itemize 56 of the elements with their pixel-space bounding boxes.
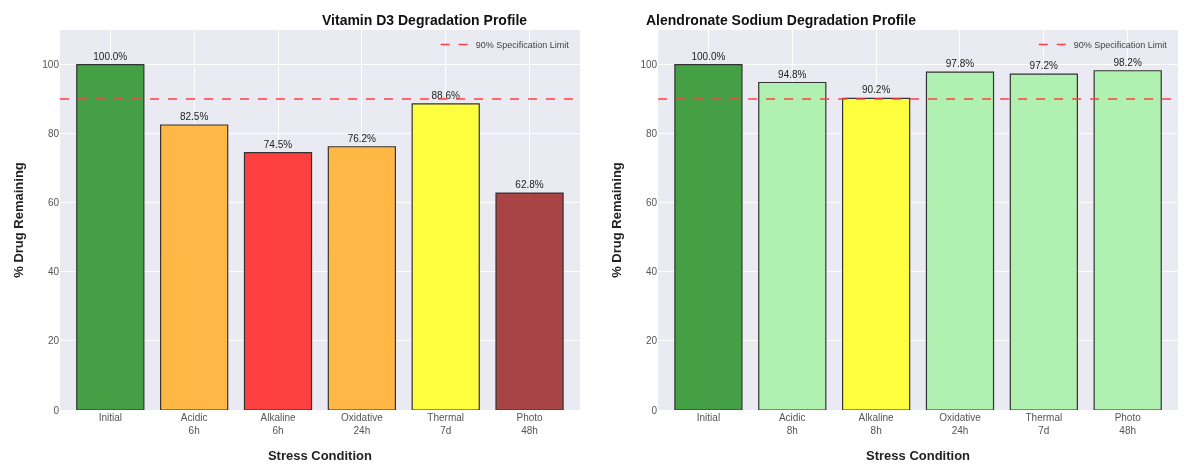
bar (925, 71, 995, 410)
legend-label: 90% Specification Limit (475, 40, 570, 51)
data-label: 90.2% (861, 84, 891, 96)
x-axis-title: Stress Condition (866, 447, 971, 463)
chart-title: Alendronate Sodium Degradation Profile (646, 12, 917, 28)
x-axis-title: Stress Condition (267, 447, 372, 463)
data-label: 74.5% (263, 138, 293, 150)
bar (411, 103, 480, 410)
data-label: 97.2% (1029, 60, 1059, 72)
y-tick-label: 20 (646, 335, 658, 347)
data-label: 100.0% (93, 50, 128, 62)
bar (76, 63, 145, 410)
bar (674, 63, 743, 410)
y-tick-label: 100 (640, 59, 658, 71)
y-tick-label: 0 (53, 404, 60, 416)
x-tick-label: Oxidative 24h (939, 412, 982, 436)
data-label: 100.0% (691, 50, 726, 62)
y-tick-label: 40 (646, 266, 658, 278)
data-label: 62.8% (515, 179, 544, 191)
bar (243, 152, 313, 410)
bar (495, 192, 564, 410)
y-tick-label: 80 (47, 128, 60, 140)
y-tick-label: 60 (646, 197, 658, 209)
data-label: 97.8% (945, 58, 975, 70)
y-tick-label: 100 (42, 59, 60, 71)
x-tick-label: Photo 48h (516, 412, 544, 436)
data-label: 94.8% (778, 68, 807, 80)
data-label: 98.2% (1113, 56, 1142, 68)
x-tick-label: Initial (98, 412, 122, 423)
y-tick-label: 20 (47, 335, 60, 347)
legend-label: 90% Specification Limit (1073, 40, 1168, 51)
bar (327, 146, 396, 410)
data-label: 82.5% (179, 111, 209, 122)
x-tick-label: Photo 48h (1114, 412, 1142, 436)
bar (1009, 73, 1078, 410)
chart-title: Vitamin D3 Degradation Profile (322, 12, 528, 28)
data-label: 76.2% (347, 132, 377, 144)
bar (842, 97, 911, 410)
x-tick-label: Oxidative 24h (341, 412, 384, 436)
y-tick-label: 80 (646, 128, 658, 140)
x-tick-label: Acidic 8h (778, 412, 806, 436)
y-tick-label: 60 (47, 197, 60, 209)
y-axis-title: % Drug Remaining (11, 162, 27, 278)
x-tick-label: Alkaline 8h (858, 412, 895, 436)
bar (160, 124, 229, 410)
x-tick-label: Acidic 6h (180, 412, 208, 436)
data-label: 88.6% (431, 89, 460, 101)
x-tick-label: Alkaline 6h (260, 412, 296, 436)
bar (1093, 70, 1162, 410)
y-tick-label: 0 (651, 404, 658, 416)
y-tick-label: 40 (47, 266, 60, 278)
x-tick-label: Thermal 7d (427, 412, 465, 436)
y-axis-title: % Drug Remaining (609, 162, 625, 278)
x-tick-label: Initial (696, 412, 721, 423)
bar (758, 81, 827, 410)
x-tick-label: Thermal 7d (1025, 412, 1063, 436)
